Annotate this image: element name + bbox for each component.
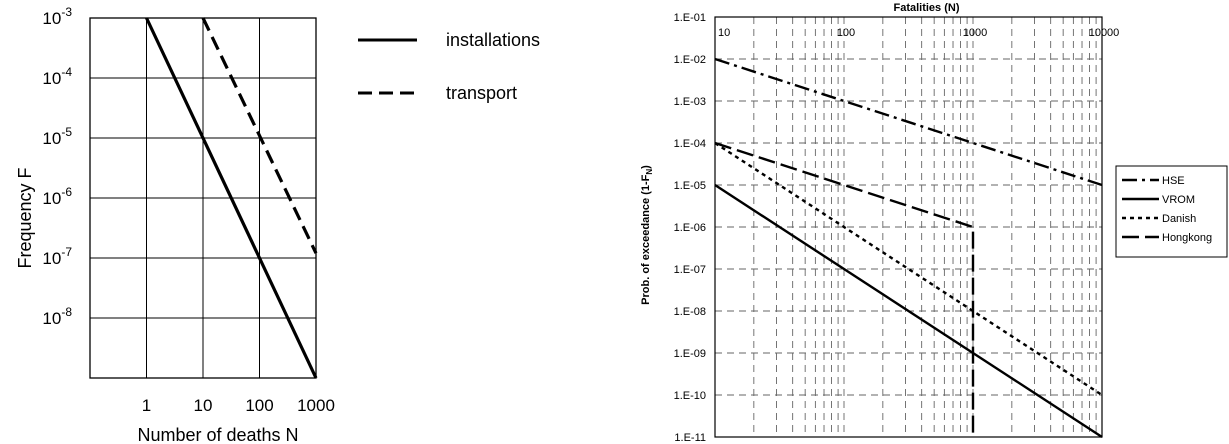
right-series-danish-line: [714, 141, 1103, 397]
left-x-tick-label: 1: [142, 396, 151, 415]
left-x-axis-label: Number of deaths N: [137, 425, 298, 444]
right-x-tick-label: 10: [718, 27, 730, 39]
right-y-tick-label: 1.E-10: [674, 390, 706, 402]
left-x-tick-label: 1000: [297, 396, 335, 415]
right-y-tick-label: 1.E-07: [674, 264, 706, 276]
left-series-installations-line: [145, 17, 318, 379]
right-legend-label-hongkong: Hongkong: [1162, 232, 1212, 244]
left-y-tick-label: 10-5: [42, 125, 72, 148]
left-y-tick-label: 10-6: [42, 185, 72, 208]
left-legend-label-transport: transport: [446, 83, 517, 103]
right-x-tick-label: 1000: [963, 27, 987, 39]
right-y-tick-label: 1.E-06: [674, 222, 706, 234]
right-y-tick-label: 1.E-04: [674, 138, 706, 150]
right-y-tick-label: 1.E-08: [674, 306, 706, 318]
left-series-transport-line: [201, 17, 318, 254]
right-y-tick-label: 1.E-05: [674, 180, 706, 192]
right-y-tick-label: 1.E-03: [674, 96, 706, 108]
right-y-tick-label: 1.E-01: [674, 12, 706, 24]
right-series-hse-line: [714, 57, 1103, 187]
left-y-tick-label: 10-4: [42, 65, 72, 88]
left-y-tick-label: 10-7: [42, 245, 72, 268]
right-x-axis-label: Fatalities (N): [893, 2, 959, 14]
right-series-vrom-line: [714, 183, 1103, 439]
left-chart: 1 10 100 1000 10-3 10-4 10-5 10-6 10-7 10-8 Number…: [15, 5, 540, 444]
right-plot-frame: [714, 16, 1103, 438]
left-x-tick-label: 10: [194, 396, 213, 415]
right-x-tick-label: 10000: [1089, 27, 1120, 39]
right-legend-label-hse: HSE: [1162, 175, 1185, 187]
right-chart: 1.E-01 1.E-02 1.E-03 1.E-04 1.E-05 1.E-06 1.E-…: [640, 2, 1228, 444]
right-y-tick-label: 1.E-09: [674, 348, 706, 360]
right-y-tick-label: 1.E-02: [674, 54, 706, 66]
right-y-axis-label: Prob. of exceedance (1-FN): [640, 165, 654, 305]
right-y-tick-label: 1.E-11: [674, 432, 706, 444]
right-x-tick-label: 100: [837, 27, 855, 39]
left-y-tick-label: 10-3: [42, 5, 72, 28]
left-y-tick-label: 10-8: [42, 305, 72, 328]
left-legend-label-installations: installations: [446, 30, 540, 50]
right-legend-label-vrom: VROM: [1162, 194, 1195, 206]
right-legend-label-danish: Danish: [1162, 213, 1196, 225]
left-x-tick-label: 100: [245, 396, 273, 415]
left-y-axis-label: Frequency F: [15, 167, 35, 268]
